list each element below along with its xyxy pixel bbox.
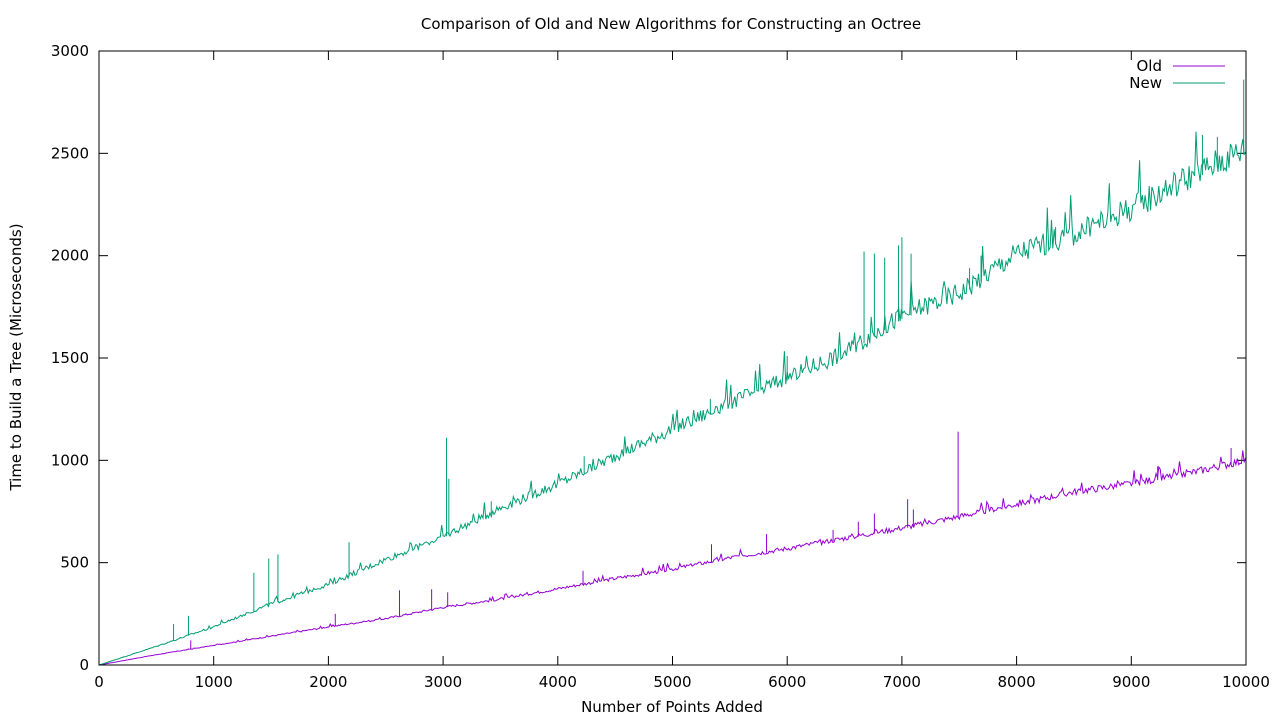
x-tick-label: 2000 <box>309 673 347 691</box>
x-axis-label: Number of Points Added <box>581 698 763 716</box>
x-tick-label: 3000 <box>424 673 462 691</box>
legend-label-new: New <box>1129 74 1162 92</box>
x-tick-label: 4000 <box>539 673 577 691</box>
series-line-old <box>98 450 1246 666</box>
x-tick-label: 6000 <box>768 673 806 691</box>
legend-label-old: Old <box>1137 57 1163 75</box>
x-tick-label: 7000 <box>883 673 921 691</box>
y-tick-label: 1500 <box>51 349 89 367</box>
y-tick-label: 500 <box>60 554 89 572</box>
y-tick-label: 0 <box>79 656 89 674</box>
y-tick-label: 3000 <box>51 42 89 60</box>
y-tick-label: 2500 <box>51 144 89 162</box>
y-tick-label: 1000 <box>51 451 89 469</box>
series-line-new <box>98 131 1246 666</box>
chart-title: Comparison of Old and New Algorithms for… <box>421 15 921 33</box>
x-tick-label: 9000 <box>1112 673 1150 691</box>
plot-frame <box>98 50 1247 666</box>
x-tick-label: 10000 <box>1222 673 1270 691</box>
x-tick-label: 1000 <box>195 673 233 691</box>
x-tick-label: 0 <box>94 673 104 691</box>
y-tick-label: 2000 <box>51 247 89 265</box>
x-tick-label: 5000 <box>653 673 691 691</box>
x-tick-label: 8000 <box>998 673 1036 691</box>
y-axis-label: Time to Build a Tree (Microseconds) <box>7 223 25 491</box>
